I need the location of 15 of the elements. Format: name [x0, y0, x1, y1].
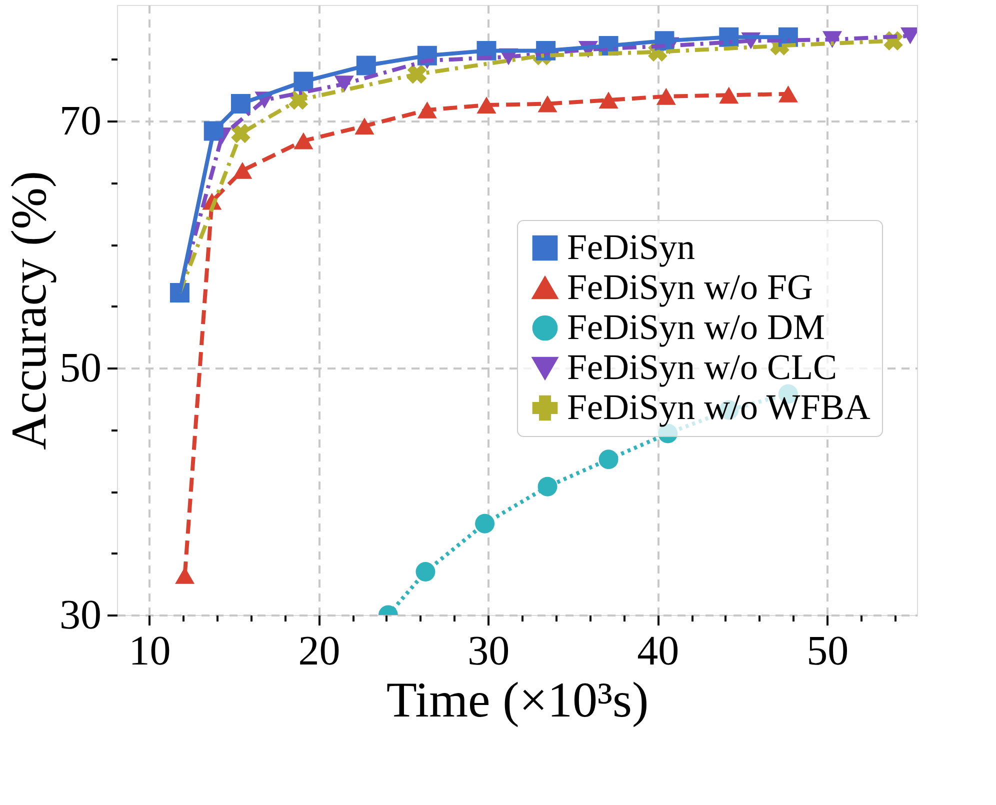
legend-label: FeDiSyn w/o WFBA [567, 387, 870, 427]
legend-label: FeDiSyn [567, 227, 696, 267]
legend-label: FeDiSyn w/o FG [567, 267, 814, 307]
legend-label: FeDiSyn w/o CLC [567, 347, 838, 387]
y-tick-label: 70 [60, 98, 102, 145]
y-tick-label: 50 [60, 346, 102, 392]
y-tick-label: 30 [60, 592, 102, 638]
x-axis-title: Time (×10³s) [386, 672, 649, 728]
x-tick-label: 50 [806, 628, 849, 674]
x-tick-label: 40 [637, 628, 680, 674]
x-tick-label: 10 [128, 628, 171, 674]
y-axis-title: Accuracy (%) [0, 171, 56, 450]
legend-label: FeDiSyn w/o DM [567, 307, 826, 347]
x-tick-label: 30 [468, 628, 510, 674]
x-tick-label: 20 [298, 628, 340, 674]
